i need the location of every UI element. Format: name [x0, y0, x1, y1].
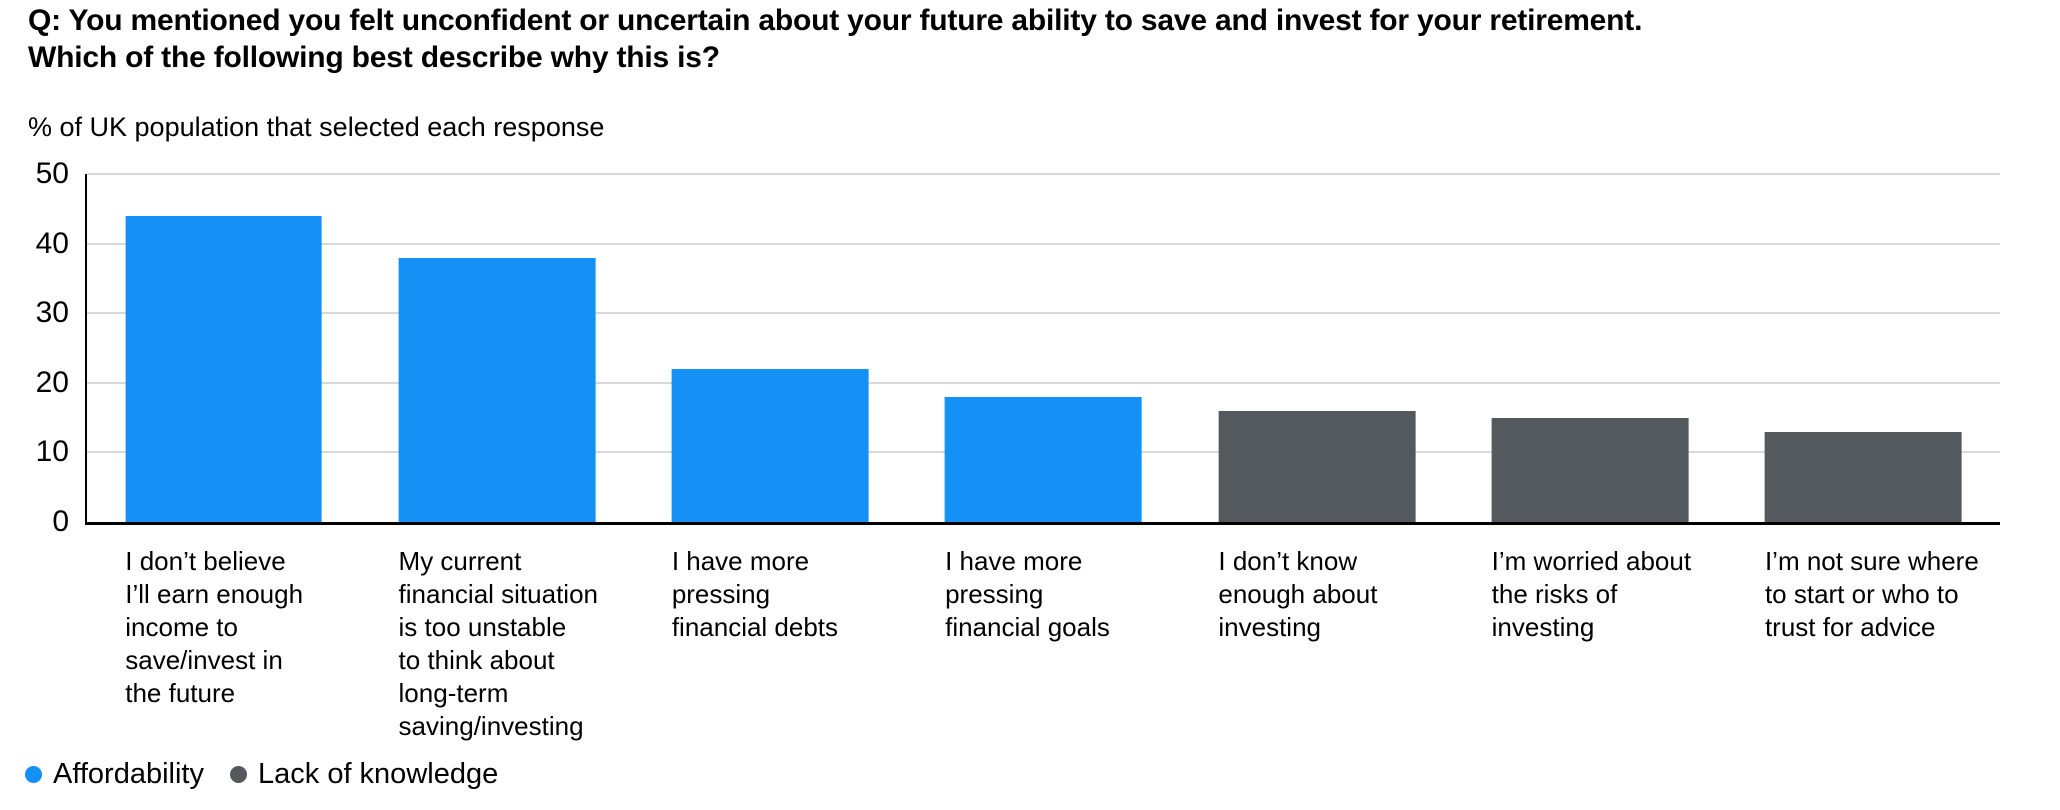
x-axis-label-3: I have more pressing financial debts — [671, 546, 839, 642]
x-axis-label-5: I don’t know enough about investing — [1218, 546, 1378, 642]
legend: Affordability Lack of knowledge — [25, 758, 498, 791]
bar-slot-2: My current financial situation is too un… — [360, 174, 633, 741]
bar-7 — [1764, 431, 1962, 522]
bar-1 — [125, 215, 323, 522]
bar-4 — [945, 396, 1142, 522]
bar-slot-6: I’m worried about the risks of investing — [1453, 174, 1726, 642]
plot-area: I don’t believe I’ll earn enough income … — [36, 159, 2000, 741]
y-tick-label-40: 40 — [35, 226, 69, 260]
bar-slot-3: I have more pressing financial debts — [634, 174, 907, 642]
bar-slot-4: I have more pressing financial goals — [907, 174, 1180, 642]
gridline-40 — [87, 242, 2000, 245]
chart-question-title: Q: You mentioned you felt unconfident or… — [28, 2, 1642, 76]
x-axis-label-2: My current financial situation is too un… — [398, 546, 598, 741]
x-axis-label-7: I’m not sure where to start or who to tr… — [1764, 546, 1979, 642]
gridline-30 — [87, 312, 2000, 315]
bar-slot-7: I’m not sure where to start or who to tr… — [1727, 174, 2000, 642]
y-tick-label-10: 10 — [35, 435, 69, 469]
legend-swatch-affordability — [25, 766, 42, 783]
y-tick-label-20: 20 — [35, 365, 69, 399]
gridline-20 — [87, 381, 2000, 384]
legend-swatch-lack-of-knowledge — [230, 766, 247, 783]
bar-3 — [671, 368, 869, 522]
bar-6 — [1491, 417, 1689, 522]
bar-5 — [1218, 410, 1416, 522]
title-line-1: Q: You mentioned you felt unconfident or… — [28, 4, 1643, 37]
legend-item-affordability: Affordability — [25, 758, 204, 791]
legend-label-affordability: Affordability — [53, 758, 204, 790]
x-axis-label-1: I don’t believe I’ll earn enough income … — [125, 546, 304, 708]
x-axis-label-4: I have more pressing financial goals — [945, 546, 1110, 642]
bars-container: I don’t believe I’ll earn enough income … — [87, 174, 2000, 741]
y-tick-label-0: 0 — [52, 505, 69, 538]
bar-2 — [398, 257, 596, 522]
legend-item-lack-of-knowledge: Lack of knowledge — [230, 758, 498, 791]
title-line-2: Which of the following best describe why… — [28, 41, 720, 74]
y-tick-label-30: 30 — [35, 296, 69, 330]
x-axis-label-6: I’m worried about the risks of investing — [1491, 546, 1692, 642]
bar-slot-1: I don’t believe I’ll earn enough income … — [87, 174, 360, 708]
chart-subtitle: % of UK population that selected each re… — [28, 112, 605, 142]
bar-slot-5: I don’t know enough about investing — [1180, 174, 1453, 642]
legend-label-lack-of-knowledge: Lack of knowledge — [258, 758, 499, 790]
y-tick-label-50: 50 — [35, 157, 69, 190]
gridline-50 — [87, 173, 2000, 175]
